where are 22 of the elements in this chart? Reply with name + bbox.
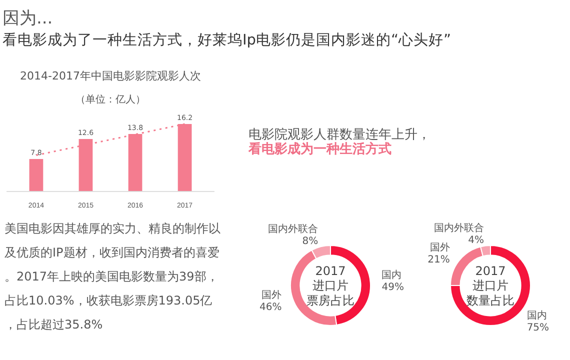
data-label: 75%	[526, 322, 550, 334]
data-label: 46%	[260, 302, 282, 314]
slice-label: 国内	[382, 269, 402, 282]
text: 美国电影因其雄厚的实力、精良的制作以及优质的IP题材，收到国内消费者的喜爱。2017年上映的美国电影数量为39部，占比10.03%，收获电影票房193.05亿，占比超过35.8%	[4, 222, 220, 332]
text: 看电影成为一种生活方式	[248, 140, 392, 157]
data-label: 8%	[302, 236, 318, 248]
slice-label: 国内	[526, 309, 547, 322]
slice-label: 国内外联合	[434, 222, 484, 234]
slice-label: 国外	[430, 242, 450, 254]
slice-label: 国内外联合	[268, 223, 318, 236]
bar	[29, 159, 44, 192]
text: 2017进口片数量占比	[466, 264, 514, 308]
text: 2017进口片票房占比	[306, 264, 354, 308]
text: 因为...	[2, 8, 53, 28]
slice-label: 国外	[262, 290, 282, 302]
text: 看电影成为了一种生活方式，好莱坞Ip电影仍是国内影迷的“心头好”	[2, 32, 452, 48]
chart-subtitle: （单位：亿人）	[76, 94, 146, 106]
data-label: 49%	[382, 282, 404, 294]
data-label: 4%	[468, 235, 484, 246]
data-label: 21%	[428, 254, 450, 266]
text: 电影院观影人群数量连年上升，	[248, 128, 430, 143]
chart-title: 2014-2017年中国电影影院观影人次	[20, 70, 201, 82]
